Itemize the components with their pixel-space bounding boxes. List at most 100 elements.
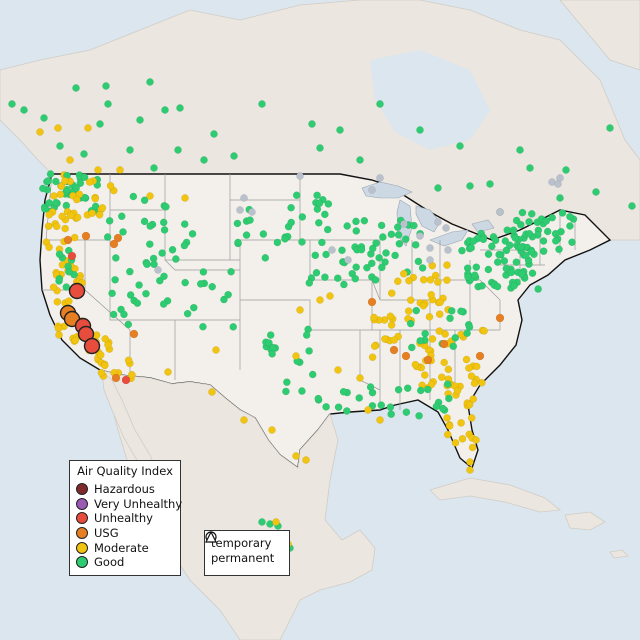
station-marker — [323, 225, 332, 234]
station-marker — [119, 228, 127, 236]
station-marker — [377, 221, 386, 230]
station-marker — [266, 331, 275, 339]
station-marker — [381, 335, 389, 343]
station-marker — [196, 280, 205, 288]
station-marker — [96, 351, 105, 359]
station-marker — [443, 261, 451, 269]
station-marker — [305, 347, 313, 355]
station-marker — [72, 84, 80, 92]
station-marker — [103, 233, 112, 241]
station-marker — [342, 407, 351, 415]
legend-item-hazardous: Hazardous — [76, 482, 174, 497]
station-marker — [164, 368, 172, 376]
station-marker-large — [68, 282, 86, 300]
station-markers — [8, 78, 636, 552]
hispaniola — [564, 511, 606, 531]
station-marker — [117, 212, 126, 221]
station-marker — [427, 380, 436, 389]
station-marker — [305, 279, 314, 287]
station-marker — [292, 452, 300, 460]
station-marker — [322, 402, 330, 411]
station-marker — [442, 224, 450, 232]
station-marker — [296, 172, 304, 180]
station-marker — [44, 177, 53, 185]
station-marker — [491, 236, 500, 245]
station-marker — [371, 276, 380, 284]
station-marker — [55, 274, 64, 283]
station-marker — [66, 156, 74, 164]
station-marker — [172, 255, 180, 263]
station-marker — [522, 251, 530, 260]
station-marker — [462, 355, 471, 364]
station-marker — [120, 310, 128, 319]
station-marker — [159, 218, 168, 227]
station-marker — [486, 180, 494, 188]
station-marker — [467, 414, 476, 422]
station-marker — [316, 144, 324, 152]
station-marker — [527, 210, 536, 218]
station-marker — [426, 256, 434, 264]
station-marker — [464, 272, 472, 281]
station-marker — [465, 400, 474, 409]
station-marker — [287, 203, 295, 212]
station-marker — [426, 244, 434, 252]
station-marker — [440, 358, 449, 367]
station-marker — [265, 339, 273, 347]
station-marker — [160, 226, 169, 234]
station-marker — [360, 216, 369, 225]
station-marker — [419, 275, 428, 284]
station-marker — [220, 295, 228, 304]
station-marker — [111, 373, 121, 383]
legend-item-very-unhealthy: Very Unhealthy — [76, 497, 182, 512]
station-marker — [445, 422, 454, 430]
station-marker — [229, 323, 238, 331]
station-marker — [376, 416, 384, 424]
station-marker — [387, 410, 396, 419]
station-marker — [505, 241, 514, 250]
station-marker — [357, 245, 366, 254]
station-marker — [67, 251, 77, 261]
unhealthy-swatch-icon — [76, 512, 88, 525]
station-marker — [401, 351, 411, 361]
legend-label: Very Unhealthy — [94, 496, 183, 511]
station-marker — [484, 265, 493, 274]
station-marker — [143, 260, 151, 269]
station-marker — [495, 250, 503, 259]
station-marker — [435, 310, 444, 319]
station-marker — [145, 240, 154, 249]
station-marker — [548, 213, 557, 222]
station-marker — [80, 150, 88, 158]
station-marker — [377, 263, 386, 272]
station-marker — [468, 443, 477, 452]
station-marker — [129, 329, 139, 339]
station-marker — [52, 222, 61, 231]
station-marker — [543, 227, 552, 236]
station-marker — [469, 237, 478, 246]
station-marker — [344, 256, 352, 264]
station-marker — [421, 329, 429, 338]
station-marker — [443, 276, 451, 285]
station-marker — [314, 218, 323, 227]
puerto-rico — [609, 549, 629, 559]
station-marker — [518, 208, 527, 217]
station-marker — [470, 379, 479, 388]
station-marker — [333, 274, 342, 283]
station-marker — [298, 387, 306, 395]
station-marker — [146, 192, 154, 200]
station-marker — [273, 238, 282, 247]
station-marker — [302, 331, 311, 339]
station-marker — [449, 342, 458, 351]
station-marker — [58, 212, 66, 221]
station-marker — [443, 414, 451, 422]
station-marker — [336, 126, 344, 134]
station-marker — [298, 238, 306, 246]
station-marker — [97, 368, 106, 377]
moderate-swatch-icon — [76, 541, 88, 554]
station-marker — [451, 333, 460, 342]
station-marker — [435, 327, 444, 335]
station-marker — [363, 263, 371, 272]
station-marker — [477, 378, 486, 387]
station-marker — [420, 371, 429, 379]
station-marker — [326, 292, 334, 300]
station-marker — [528, 269, 537, 278]
